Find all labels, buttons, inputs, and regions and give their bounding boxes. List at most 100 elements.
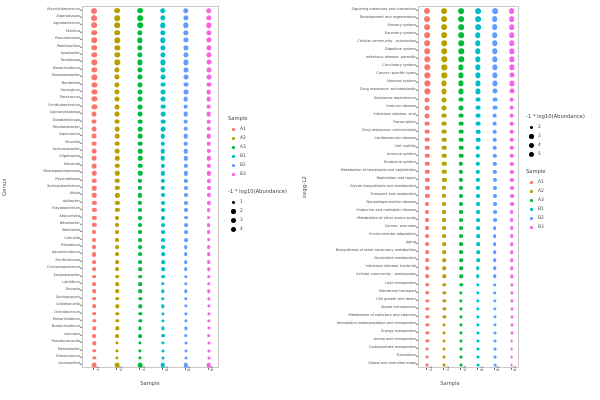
y-tick-mark — [416, 307, 418, 308]
data-point — [138, 356, 142, 360]
data-point — [138, 282, 142, 286]
data-point — [183, 245, 188, 249]
data-point — [492, 194, 497, 199]
data-point — [492, 177, 497, 183]
data-point — [425, 339, 429, 343]
size-swatch-icon — [228, 226, 239, 233]
kegg-legend: -1 * log10(Abundance) 2 3 4 5 Sample A1 A2 A3 B1 B… — [526, 114, 585, 242]
data-point — [441, 56, 447, 62]
data-point — [114, 133, 120, 139]
y-tick-label: Sensory system — [387, 23, 416, 28]
legend-item-size[interactable]: 2 — [228, 207, 287, 216]
data-point — [458, 177, 464, 183]
data-point — [425, 153, 430, 159]
y-tick-label: Tardiphaga — [60, 58, 80, 63]
y-tick-mark — [416, 146, 418, 148]
data-point — [441, 64, 447, 70]
data-point — [509, 282, 514, 287]
x-tick-mark — [207, 368, 209, 370]
y-tick-mark — [416, 243, 418, 244]
data-point — [492, 153, 497, 159]
legend-item-sample[interactable]: A1 — [526, 178, 585, 187]
legend-label: 3 — [240, 218, 243, 223]
data-point — [206, 223, 211, 227]
data-point — [475, 161, 481, 167]
data-point — [183, 141, 188, 146]
data-point — [183, 134, 188, 139]
legend-item-sample[interactable]: A2 — [228, 134, 287, 143]
legend-item-sample[interactable]: A2 — [526, 187, 585, 196]
data-point — [459, 266, 463, 271]
data-point — [492, 129, 498, 134]
data-point — [114, 81, 120, 88]
data-point — [160, 111, 166, 117]
data-point — [137, 170, 143, 176]
legend-label: 2 — [240, 209, 243, 214]
legend-item-sample[interactable]: B2 — [228, 161, 287, 170]
legend-item-sample[interactable]: B3 — [228, 170, 287, 179]
data-point — [509, 88, 515, 94]
data-point — [183, 119, 189, 124]
data-point — [425, 242, 430, 247]
data-point — [509, 298, 514, 303]
data-point — [183, 96, 189, 102]
legend-item-sample[interactable]: B3 — [526, 223, 585, 232]
data-point — [475, 121, 481, 127]
data-point — [425, 234, 430, 239]
data-point — [160, 59, 166, 65]
data-point — [442, 290, 446, 295]
legend-item-size[interactable]: 1 — [228, 198, 287, 207]
data-point — [114, 15, 121, 21]
data-point — [138, 252, 142, 257]
data-point — [206, 200, 211, 205]
data-point — [425, 177, 430, 183]
y-tick-mark — [416, 363, 418, 365]
data-point — [92, 237, 97, 242]
data-point — [115, 289, 120, 294]
legend-item-size[interactable]: 4 — [526, 141, 585, 150]
data-point — [183, 193, 188, 198]
sample-swatch-icon — [228, 137, 239, 140]
data-point — [206, 45, 212, 51]
data-point — [458, 64, 464, 70]
data-point — [458, 129, 464, 135]
data-point — [425, 331, 429, 335]
y-tick-label: Pseudonocardia — [51, 339, 81, 344]
data-point — [425, 323, 430, 327]
data-point — [115, 222, 120, 227]
legend-item-sample[interactable]: B1 — [228, 152, 287, 161]
legend-item-sample[interactable]: A3 — [526, 196, 585, 205]
y-tick-mark — [80, 53, 82, 55]
data-point — [442, 210, 447, 215]
data-point — [492, 72, 498, 78]
data-point — [137, 81, 143, 88]
legend-item-sample[interactable]: A1 — [228, 125, 287, 134]
data-point — [458, 88, 464, 94]
legend-item-sample[interactable]: A3 — [228, 143, 287, 152]
legend-item-size[interactable]: 4 — [228, 225, 287, 234]
data-point — [91, 111, 97, 117]
y-tick-mark — [416, 267, 418, 268]
y-tick-mark — [416, 114, 418, 115]
data-point — [475, 113, 481, 119]
data-point — [183, 82, 189, 88]
y-tick-label: Neurodegenerative disease — [366, 200, 416, 205]
data-point — [425, 266, 430, 271]
legend-item-sample[interactable]: B1 — [526, 205, 585, 214]
data-point — [207, 341, 211, 345]
legend-item-sample[interactable]: B2 — [526, 214, 585, 223]
data-point — [138, 289, 142, 294]
legend-item-size[interactable]: 5 — [526, 150, 585, 159]
data-point — [476, 339, 480, 343]
legend-item-size[interactable]: 3 — [526, 132, 585, 141]
data-point — [442, 193, 447, 199]
y-tick-mark — [416, 98, 418, 99]
legend-item-size[interactable]: 2 — [526, 123, 585, 132]
data-point — [509, 234, 514, 239]
data-point — [160, 134, 166, 139]
data-point — [137, 185, 143, 191]
data-point — [183, 230, 188, 235]
y-tick-label: Brucella — [65, 139, 80, 144]
data-point — [492, 202, 497, 207]
legend-item-size[interactable]: 3 — [228, 216, 287, 225]
